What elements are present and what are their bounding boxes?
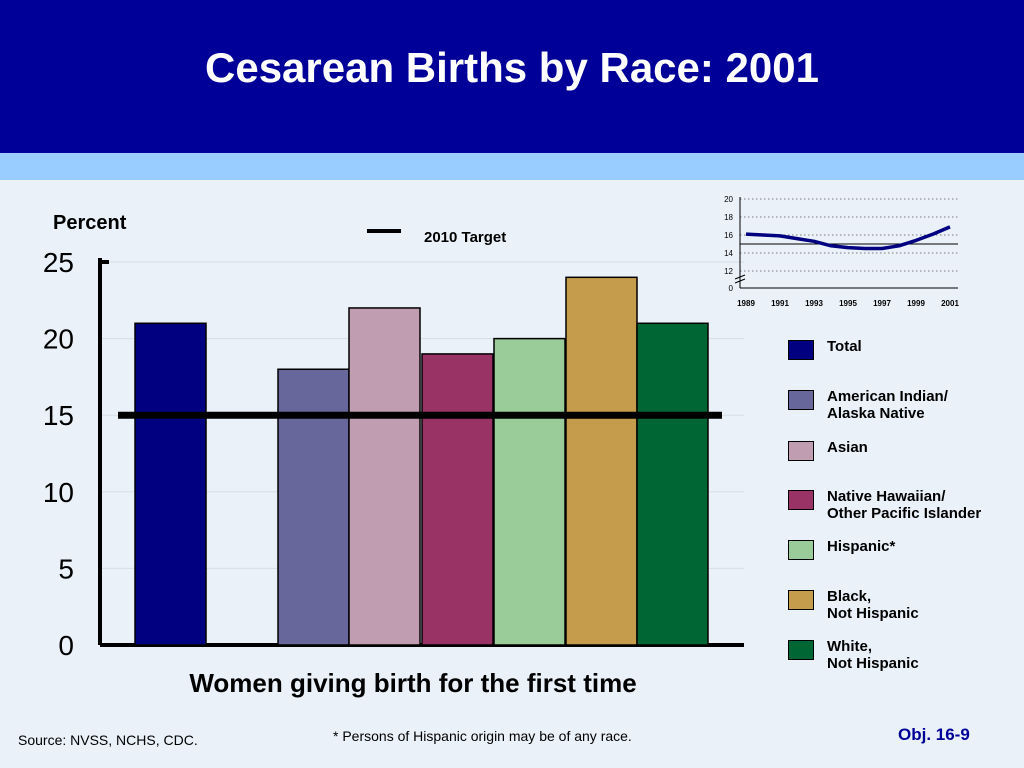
bar xyxy=(565,276,638,646)
inset-x-tick-label: 1999 xyxy=(907,299,925,308)
y-tick-label: 25 xyxy=(43,247,74,278)
inset-axis-break xyxy=(734,278,746,284)
inset-axis-break xyxy=(734,274,746,280)
inset-x-tick-label: 2001 xyxy=(941,299,959,308)
y-tick-label: 5 xyxy=(58,553,74,584)
title-bar xyxy=(0,0,1024,153)
y-tick-label: 15 xyxy=(43,400,74,431)
inset-y-tick-label: 12 xyxy=(724,267,733,276)
slide-title: Cesarean Births by Race: 2001 xyxy=(205,44,819,91)
legend-item: Black, Not Hispanic xyxy=(788,588,919,622)
bar xyxy=(348,307,421,646)
bar xyxy=(636,322,709,646)
x-axis-label: Women giving birth for the first time xyxy=(189,668,636,698)
legend-swatch xyxy=(788,640,814,660)
legend-item: Asian xyxy=(788,439,868,461)
bar xyxy=(493,337,566,646)
legend-swatch xyxy=(788,441,814,461)
inset-y-tick-label: 0 xyxy=(729,284,734,293)
y-tick-label: 0 xyxy=(58,630,74,661)
inset-x-tick-label: 1995 xyxy=(839,299,857,308)
y-tick-label: 10 xyxy=(43,477,74,508)
legend-label: American Indian/ Alaska Native xyxy=(827,388,948,422)
legend-label: White, Not Hispanic xyxy=(827,638,919,672)
inset-x-tick-label: 1997 xyxy=(873,299,891,308)
legend-item: Hispanic* xyxy=(788,538,896,560)
inset-trend-line xyxy=(745,225,951,251)
objective-label: Obj. 16-9 xyxy=(898,725,970,744)
chart-area: 0 5 10 15 20 25 2010 Target Percent Women giving… xyxy=(43,195,960,698)
title-band xyxy=(0,153,1024,180)
inset-x-tick-label: 1993 xyxy=(805,299,823,308)
target-legend-label: 2010 Target xyxy=(424,229,506,246)
inset-y-tick-label: 16 xyxy=(724,231,733,240)
inset-x-tick-label: 1991 xyxy=(771,299,789,308)
legend-item: Native Hawaiian/ Other Pacific Islander xyxy=(788,488,982,522)
y-tick-label: 20 xyxy=(43,324,74,355)
legend-label: Native Hawaiian/ Other Pacific Islander xyxy=(827,488,982,522)
inset-x-tick-label: 1989 xyxy=(737,299,755,308)
bar xyxy=(421,353,494,646)
main-bar-chart: 0 5 10 15 20 25 2010 Target Percent Women giving… xyxy=(43,212,744,698)
bar xyxy=(277,368,350,646)
inset-y-tick-label: 14 xyxy=(724,249,733,258)
legend-label: Total xyxy=(827,338,862,355)
legend-item: American Indian/ Alaska Native xyxy=(788,388,948,422)
inset-y-tick-label: 20 xyxy=(724,195,733,204)
inset-trend-chart: 0 12 14 16 18 20 1989 1991 1993 1995 1997 1999 2001 xyxy=(724,195,959,308)
legend-item: Total xyxy=(788,338,862,360)
source-note: Source: NVSS, NCHS, CDC. xyxy=(18,732,198,748)
legend-swatch xyxy=(788,390,814,410)
legend-swatch xyxy=(788,540,814,560)
legend-swatch xyxy=(788,590,814,610)
legend-label: Hispanic* xyxy=(827,538,896,555)
legend-swatch xyxy=(788,340,814,360)
legend-swatch xyxy=(788,490,814,510)
y-axis-label: Percent xyxy=(53,212,127,234)
bar xyxy=(134,322,207,646)
footnote: * Persons of Hispanic origin may be of a… xyxy=(333,728,632,744)
legend-item: White, Not Hispanic xyxy=(788,638,919,672)
legend-label: Black, Not Hispanic xyxy=(827,588,919,622)
inset-y-tick-label: 18 xyxy=(724,213,733,222)
legend-label: Asian xyxy=(827,439,868,456)
